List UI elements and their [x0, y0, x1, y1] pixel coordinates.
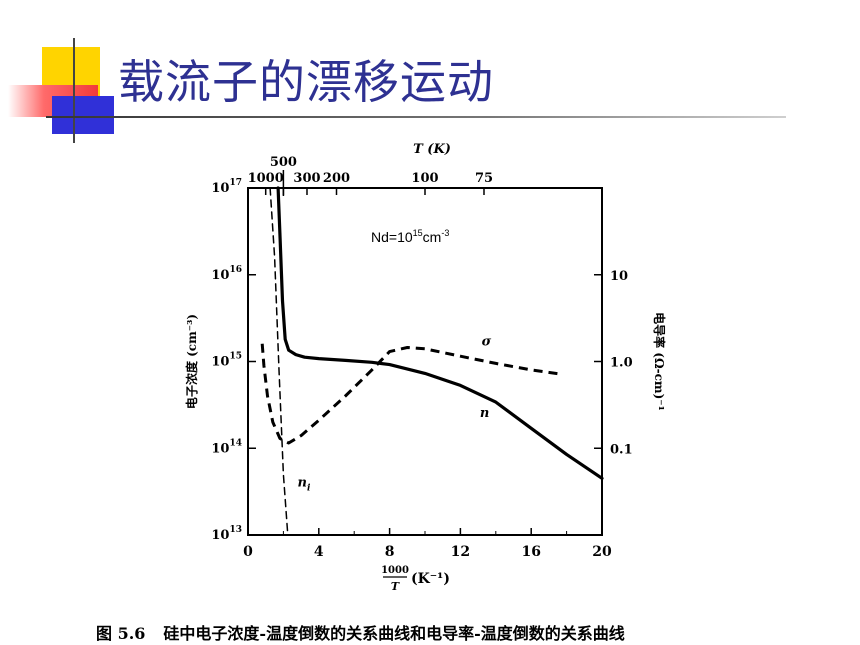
top-tick-label: 1000	[248, 171, 284, 186]
top-tick-label: 200	[323, 171, 350, 186]
y-left-tick-label: 1017	[211, 178, 242, 196]
figure-caption-text: 硅中电子浓度-温度倒数的关系曲线和电导率-温度倒数的关系曲线	[163, 624, 625, 643]
y-left-tick-label: 1014	[211, 438, 242, 456]
decor-blue-block	[52, 96, 114, 134]
x-axis-label-numerator: 1000	[381, 565, 409, 576]
x-axis-label-unit: (K⁻¹)	[411, 571, 450, 587]
top-tick-label: 100	[411, 171, 438, 186]
x-tick-label: 0	[243, 544, 253, 560]
series-line-ni	[269, 187, 289, 536]
y-right-tick-label: 0.1	[610, 442, 633, 457]
nd-annotation: Nd=1015cm-3	[371, 228, 449, 245]
x-tick-label: 4	[314, 544, 324, 560]
figure-caption: 图 5.6 硅中电子浓度-温度倒数的关系曲线和电导率-温度倒数的关系曲线	[96, 620, 625, 644]
series-label: σ	[482, 335, 492, 350]
figure-caption-label: 图 5.6	[96, 624, 146, 643]
x-tick-label: 20	[592, 544, 612, 560]
x-tick-label: 12	[451, 544, 470, 560]
x-tick-label: 8	[385, 544, 395, 560]
top-tick-label: 75	[475, 171, 493, 186]
series-line-n	[276, 186, 604, 480]
series-label: n	[480, 406, 489, 421]
decor-horizontal-line	[46, 116, 786, 118]
slide-title: 载流子的漂移运动	[118, 55, 494, 109]
x-tick-label: 16	[521, 544, 540, 560]
series-line-sigma	[260, 343, 560, 445]
series-label: ni	[298, 476, 311, 494]
y-left-tick-label: 1016	[211, 265, 242, 283]
top-tick-label: 300	[293, 171, 320, 186]
y-left-tick-label: 1013	[211, 525, 242, 543]
y-left-axis-label: 电子浓度 (cm⁻³)	[184, 314, 199, 409]
y-right-axis-label: 电导率 (Ω-cm)⁻¹	[652, 312, 667, 411]
x-axis-label-denominator: T	[391, 580, 400, 593]
top-tick-label: 500	[270, 155, 297, 170]
y-left-tick-label: 1015	[211, 352, 242, 370]
top-axis-label: T (K)	[413, 142, 451, 157]
decor-vertical-line	[73, 38, 75, 143]
y-right-tick-label: 1.0	[610, 356, 633, 371]
y-right-tick-label: 10	[610, 269, 628, 284]
